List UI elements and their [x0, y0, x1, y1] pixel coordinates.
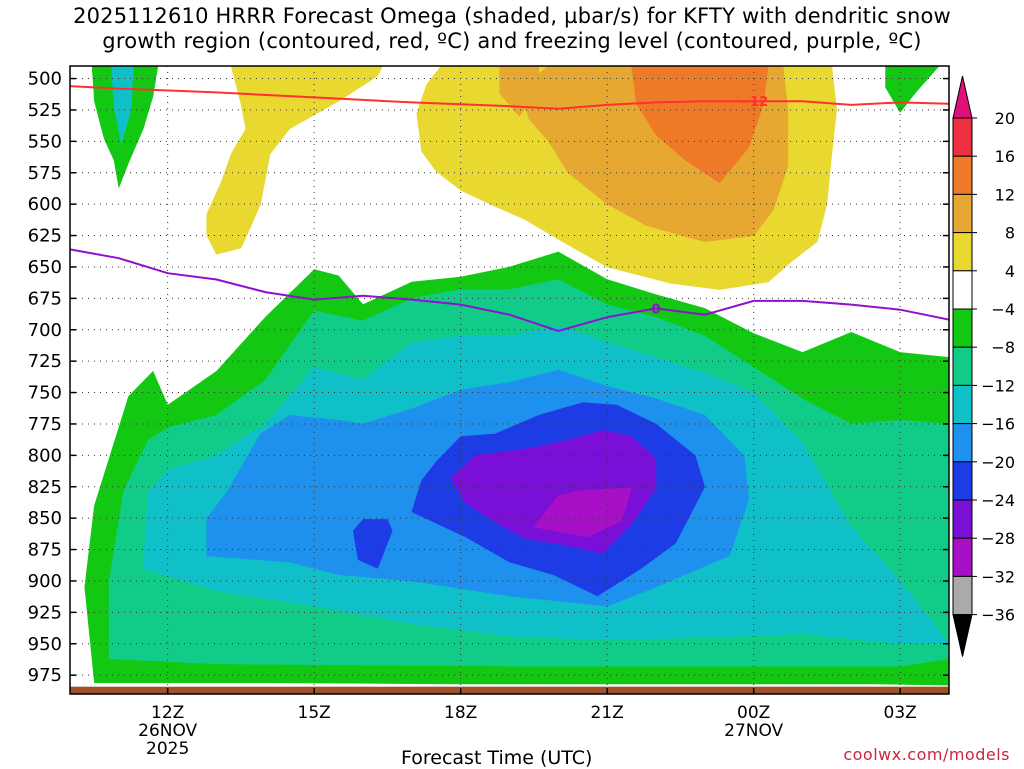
omega-fill-10 [533, 487, 632, 538]
y-tick-label-975: 975 [28, 665, 62, 686]
colorbar-label-7: −12 [981, 376, 1015, 395]
colorbar-legend: 20 16 12 8 4 −4 −8 −12 −16 −20 −24 −28 −32 −36 [952, 75, 1015, 657]
colorbar-swatch-0 [952, 117, 973, 157]
omega-fill-2 [885, 66, 940, 113]
colorbar-swatch-4 [952, 270, 973, 310]
y-tick-label-575: 575 [28, 163, 62, 184]
ground-strip [70, 686, 949, 694]
y-tick-label-900: 900 [28, 571, 62, 592]
colorbar-swatch-2 [952, 193, 973, 234]
x-tick-label-15Z: 15Z [298, 703, 331, 723]
y-tick-label-500: 500 [28, 69, 62, 90]
omega-fill-11 [206, 66, 383, 255]
omega-shaded-regions [70, 66, 949, 694]
colorbar-swatch-7 [952, 384, 973, 425]
y-tick-label-725: 725 [28, 351, 62, 372]
colorbar-label-5: −4 [991, 300, 1015, 319]
colorbar-bottom-arrow [952, 614, 973, 657]
y-tick-label-850: 850 [28, 508, 62, 529]
colorbar-label-12: −32 [981, 567, 1015, 586]
colorbar-swatch-9 [952, 461, 973, 501]
colorbar-label-9: −20 [981, 453, 1015, 472]
site-credit: coolwx.com/models [843, 745, 1010, 764]
omega-fill-5 [111, 66, 134, 144]
colorbar-label-3: 8 [1005, 224, 1015, 243]
colorbar-swatch-10 [952, 499, 973, 539]
y-tick-label-550: 550 [28, 131, 62, 152]
omega-fill-14 [499, 66, 540, 117]
y-tick-label-925: 925 [28, 602, 62, 623]
colorbar-label-8: −16 [981, 415, 1015, 434]
freezing-level-contour-label: 0 [651, 302, 660, 317]
colorbar-label-0: 20 [995, 109, 1015, 128]
colorbar-label-1: 16 [995, 147, 1015, 166]
colorbar-label-13: −36 [981, 606, 1015, 625]
y-tick-label-750: 750 [28, 383, 62, 404]
x-tick-label-18Z: 18Z [444, 703, 477, 723]
x-tick-label-03Z: 03Z [884, 703, 917, 723]
x-tick-label-12Z: 12Z [151, 703, 184, 723]
colorbar-label-4: 4 [1005, 262, 1015, 281]
chart-title-line-2: growth region (contoured, red, ºC) and f… [102, 29, 922, 53]
colorbar-label-6: −8 [991, 338, 1015, 357]
y-tick-label-875: 875 [28, 540, 62, 561]
dgz-contour-label: −12 [739, 95, 768, 110]
contour-lines: −12 0 [70, 85, 949, 333]
y-tick-label-700: 700 [28, 320, 62, 341]
colorbar-swatch-8 [952, 423, 973, 463]
x-year-label-12Z: 2025 [146, 739, 189, 759]
x-date-label-00Z: 27NOV [724, 721, 783, 741]
y-tick-label-600: 600 [28, 194, 62, 215]
x-axis-label: Forecast Time (UTC) [401, 747, 593, 769]
colorbar-swatch-11 [952, 537, 973, 577]
grid-lines [70, 66, 949, 694]
colorbar-swatch-5 [952, 308, 973, 348]
colorbar-swatch-6 [952, 346, 973, 386]
y-tick-label-650: 650 [28, 257, 62, 278]
x-tick-label-21Z: 21Z [591, 703, 624, 723]
x-tick-label-00Z: 00Z [737, 703, 770, 723]
y-tick-label-675: 675 [28, 288, 62, 309]
y-tick-label-800: 800 [28, 445, 62, 466]
colorbar-label-10: −24 [981, 491, 1015, 510]
y-tick-label-625: 625 [28, 226, 62, 247]
colorbar-label-11: −28 [981, 529, 1015, 548]
dgz-contour-line [70, 85, 949, 110]
colorbar-swatch-3 [952, 232, 973, 272]
colorbar-swatch-12 [952, 575, 973, 616]
y-tick-label-775: 775 [28, 414, 62, 435]
x-date-label-12Z: 26NOV [138, 721, 197, 741]
chart-title: 2025112610 HRRR Forecast Omega (shaded, … [0, 4, 1024, 54]
chart-title-line-1: 2025112610 HRRR Forecast Omega (shaded, … [73, 4, 951, 28]
colorbar-label-2: 12 [995, 185, 1015, 204]
y-tick-label-950: 950 [28, 634, 62, 655]
plot-frame [69, 65, 950, 695]
omega-fill-8 [352, 519, 393, 569]
y-tick-label-825: 825 [28, 477, 62, 498]
y-axis: 500 525 550 575 600 625 650 675 700 725 750 775 800 8… [28, 69, 949, 686]
y-tick-label-525: 525 [28, 100, 62, 121]
freezing-level-contour-line [70, 248, 949, 333]
colorbar-swatch-1 [952, 155, 973, 195]
colorbar-top-arrow [952, 75, 973, 119]
